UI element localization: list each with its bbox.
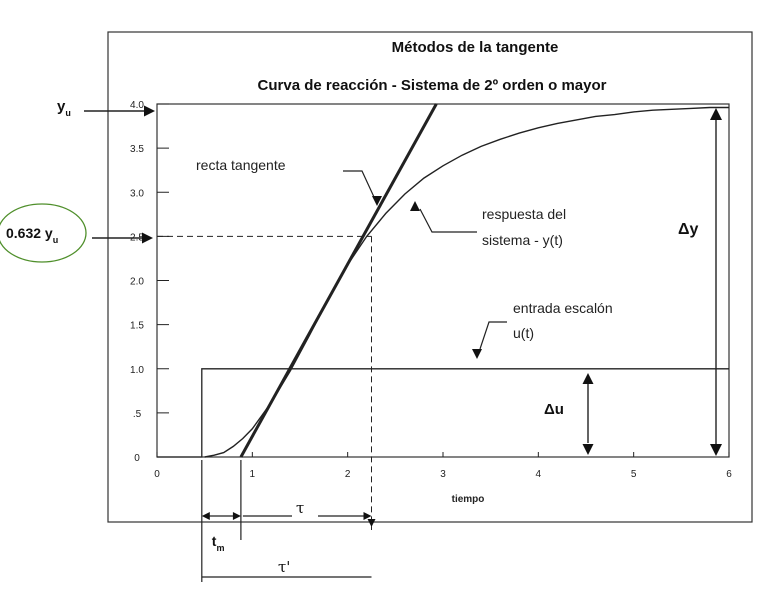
response-label-2: sistema - y(t): [482, 232, 563, 248]
step-pointer-head: [472, 349, 482, 359]
series-tangent: [239, 103, 438, 458]
x-tick-label: 0: [154, 469, 160, 480]
x-tick-label: 3: [440, 469, 446, 480]
delta-y-label: Δy: [678, 221, 699, 238]
y-tick-label: 0: [134, 453, 140, 464]
tau-label: τ: [296, 499, 304, 517]
delta-y-top: [710, 108, 722, 120]
tm-arrow-left: [201, 512, 210, 520]
response-label-1: respuesta del: [482, 206, 566, 222]
tm-arrow-right: [232, 512, 241, 520]
tm-label: tm: [212, 533, 225, 553]
delta-y-bottom: [710, 444, 722, 456]
tau-end-arrow: [367, 519, 376, 527]
x-tick-label: 5: [631, 469, 637, 480]
tangent-label: recta tangente: [196, 157, 286, 173]
series-step: [157, 368, 729, 458]
x-tick-label: 6: [726, 469, 732, 480]
y-tick-label: 3.5: [130, 144, 144, 155]
response-pointer-head: [410, 201, 420, 211]
chart-subtitle: Curva de reacción - Sistema de 2º orden …: [258, 77, 607, 94]
tangent-pointer: [343, 170, 375, 198]
step-label-2: u(t): [513, 325, 534, 341]
tau-prime-label: τ': [278, 558, 290, 576]
highlight-ellipse: [0, 203, 87, 263]
delta-u-label: Δu: [544, 401, 564, 418]
response-pointer: [419, 208, 477, 233]
y-tick-label: 4.0: [130, 100, 144, 111]
step-pointer: [479, 321, 507, 350]
series-layer: [157, 103, 729, 458]
y632-label: 0.632 yu: [6, 225, 58, 245]
annotation-layer: yu 0.632 yu Δy Δu recta tangente respuesta de…: [0, 98, 722, 582]
tau-arrow-right: [363, 512, 372, 520]
step-label-1: entrada escalón: [513, 300, 613, 316]
delta-u-top: [582, 373, 594, 384]
y632-arrowhead: [142, 232, 153, 244]
y-tick-label: 1.0: [130, 365, 144, 376]
chart-title: Métodos de la tangente: [392, 39, 559, 56]
x-axis-label: tiempo: [452, 494, 485, 505]
y-tick-label: 2.0: [130, 277, 144, 288]
delta-u-bottom: [582, 444, 594, 455]
series-response: [204, 106, 729, 458]
tangent-pointer-head: [372, 196, 382, 206]
yu-arrowhead: [144, 105, 155, 117]
figure-frame: [107, 31, 753, 523]
y-tick-label: .5: [133, 409, 142, 420]
y-tick-label: 3.0: [130, 188, 144, 199]
yu-label: yu: [57, 98, 71, 118]
x-tick-label: 4: [536, 469, 542, 480]
x-tick-label: 1: [250, 469, 256, 480]
y-tick-label: 1.5: [130, 321, 144, 332]
x-tick-label: 2: [345, 469, 351, 480]
